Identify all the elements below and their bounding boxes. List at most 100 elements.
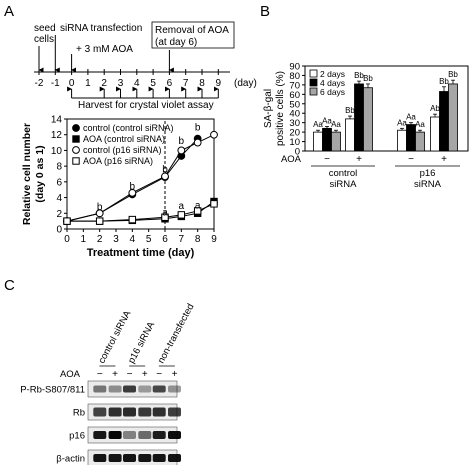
blot-band — [123, 431, 136, 439]
legend-label-0: control (control siRNA) — [83, 123, 174, 133]
bar-y-tick-label: 40 — [289, 109, 300, 120]
bar-y-tick-label: 20 — [289, 128, 300, 139]
blot-aoa-sign: + — [172, 369, 178, 380]
bar-aoa-sign: + — [441, 154, 447, 165]
data-point-control-control-sirna — [72, 124, 80, 132]
y-axis-label-line1: Relative cell number — [21, 123, 33, 225]
blot-band — [168, 454, 181, 462]
bar-y-tick-label: 50 — [289, 99, 300, 110]
significance-letter: a — [162, 208, 168, 219]
timeline-tick-label: 9 — [216, 78, 222, 89]
blot-band — [93, 385, 107, 393]
bar-group-label-line2: siRNA — [330, 179, 358, 190]
blot-band — [152, 385, 166, 393]
blot-aoa-sign: + — [142, 369, 148, 380]
data-point-control-p16-sirna — [177, 146, 186, 155]
bar — [313, 131, 323, 152]
bar-y-axis-label-line2: positive cells (%) — [275, 71, 286, 146]
significance-letter: b — [130, 182, 136, 193]
data-point-control-p16-sirna — [95, 209, 104, 218]
bar-legend-label-2: 6 days — [320, 87, 345, 97]
x-tick-label: 2 — [97, 234, 103, 245]
data-point-aoa-p16-sirna — [95, 217, 104, 225]
x-tick-label: 7 — [179, 234, 185, 245]
bar-legend-label-1: 4 days — [320, 78, 345, 88]
legend-label-3: AOA (p16 siRNA) — [83, 156, 153, 166]
bar-y-tick-label: 30 — [289, 118, 300, 129]
bar-significance-label: Bb — [354, 71, 364, 80]
bar-legend-swatch — [309, 78, 318, 87]
bar-significance-label: Bb — [448, 70, 458, 79]
blot-band — [168, 385, 181, 393]
bar — [354, 83, 364, 152]
blot-row-label-2: p16 — [69, 431, 85, 442]
blot-aoa-sign: − — [97, 369, 103, 380]
bar-aoa-sign: − — [324, 154, 330, 165]
data-point-control-p16-sirna — [72, 146, 80, 154]
panel-letter-b: B — [260, 3, 270, 20]
blot-band — [138, 385, 152, 393]
blot-band — [123, 407, 136, 417]
bar-y-tick-label: 10 — [289, 137, 300, 148]
bar-plot-frame — [304, 65, 469, 152]
blot-band — [152, 407, 166, 417]
timeline-tick-label: 6 — [167, 78, 173, 89]
significance-letter: b — [97, 202, 103, 213]
x-tick-label: 9 — [211, 234, 217, 245]
bar-significance-label: Aa — [397, 118, 407, 127]
bar — [363, 87, 373, 152]
timeline-tick-label: 1 — [85, 78, 91, 89]
bar — [397, 129, 407, 152]
bar-significance-label: Aa — [313, 120, 323, 129]
bar-y-tick-label: 80 — [289, 71, 300, 82]
blot-row-label-0: P-Rb-S807/811 — [20, 385, 85, 396]
bar-aoa-sign: − — [408, 154, 414, 165]
y-axis-label-line2: (day 0 as 1) — [34, 145, 46, 202]
significance-letter: b — [179, 136, 185, 147]
timeline-tick-label: 8 — [199, 78, 205, 89]
blot-band — [93, 407, 107, 417]
bar — [345, 118, 355, 152]
timeline-tick-label: 5 — [150, 78, 156, 89]
data-point-aoa-p16-sirna — [128, 215, 137, 224]
timeline-tick-label: 7 — [183, 78, 189, 89]
bar-legend-swatch — [309, 87, 318, 96]
blot-band — [138, 454, 152, 462]
significance-letter: a — [179, 201, 185, 212]
significance-letter: a — [195, 200, 201, 211]
blot-band — [123, 454, 136, 462]
x-axis-label: Treatment time (day) — [87, 247, 195, 259]
bar — [439, 91, 449, 152]
y-tick-label: 2 — [56, 209, 62, 220]
data-point-aoa-p16-sirna — [177, 211, 186, 219]
bar-significance-label: Bb — [345, 106, 355, 115]
bar-y-tick-label: 60 — [289, 90, 300, 101]
data-point-control-p16-sirna — [128, 188, 137, 197]
legend-label-1: AOA (control siRNA) — [83, 134, 165, 144]
blot-column-label-2: non-transfected — [156, 302, 197, 365]
bar-y-axis-label-line1: SA-β-gal — [263, 89, 274, 128]
bar — [415, 131, 425, 152]
bar-significance-label: Aa — [331, 120, 341, 129]
x-tick-label: 1 — [81, 234, 87, 245]
bar — [430, 116, 440, 152]
bar-group-label-line2: siRNA — [414, 179, 442, 190]
y-tick-label: 12 — [51, 130, 63, 141]
timeline-unit-label: (day) — [234, 78, 257, 89]
aoa-label: + 3 mM AOA — [76, 44, 133, 55]
y-tick-label: 14 — [51, 115, 63, 126]
timeline-tick-label: 4 — [134, 78, 140, 89]
data-point-aoa-p16-sirna — [63, 217, 71, 225]
legend-label-2: control (p16 siRNA) — [83, 145, 162, 155]
blot-band — [108, 454, 122, 462]
seed-label-line2: cells — [34, 34, 54, 45]
data-point-control-p16-sirna — [210, 130, 218, 139]
x-tick-label: 0 — [64, 234, 70, 245]
blot-aoa-sign: + — [112, 369, 118, 380]
removal-label-line2: (at day 6) — [155, 37, 197, 48]
blot-aoa-sign: − — [156, 369, 162, 380]
timeline-tick-label: -2 — [35, 78, 44, 89]
